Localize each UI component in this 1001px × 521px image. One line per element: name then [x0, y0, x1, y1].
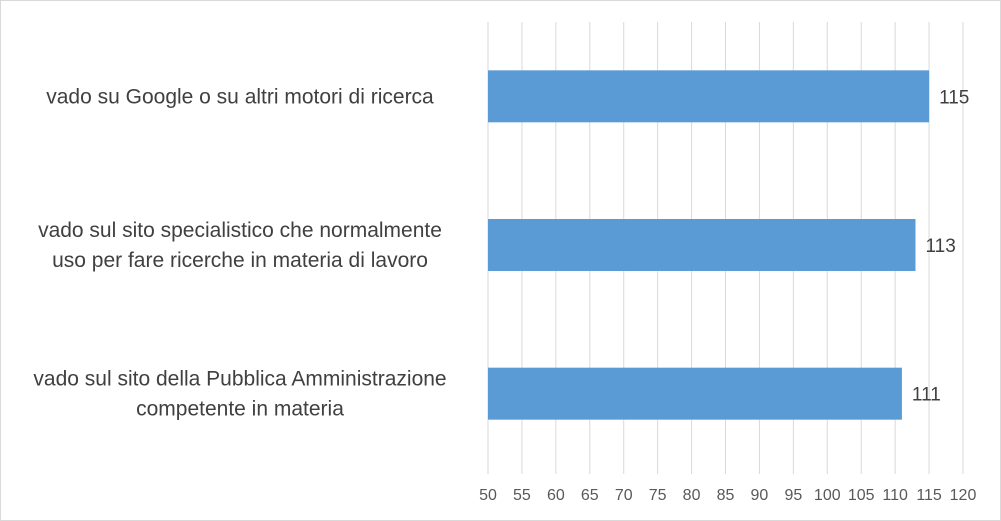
x-tick-label: 70 [615, 487, 633, 504]
x-tick-label: 120 [950, 487, 977, 504]
x-tick-label: 50 [479, 487, 497, 504]
category-label: vado su Google o su altri motori di rice… [46, 85, 434, 108]
x-tick-label: 65 [581, 487, 599, 504]
x-tick-label: 95 [784, 487, 802, 504]
bar [488, 70, 930, 123]
x-tick-label: 115 [916, 487, 942, 504]
x-tick-label: 100 [814, 487, 841, 504]
x-tick-label: 55 [513, 487, 531, 504]
x-tick-label: 60 [547, 487, 565, 504]
bar [488, 219, 916, 271]
x-tick-label: 105 [848, 487, 875, 504]
x-tick-label: 110 [882, 487, 908, 504]
x-tick-label: 80 [683, 487, 701, 504]
data-label: 115 [939, 87, 969, 108]
bar [488, 367, 902, 420]
category-label: vado sul sito specialistico che normalme… [38, 219, 442, 242]
data-label: 113 [926, 236, 956, 257]
category-label: uso per fare ricerche in materia di lavo… [52, 249, 428, 272]
category-label: competente in materia [136, 398, 344, 421]
category-label: vado sul sito della Pubblica Amministraz… [33, 368, 446, 391]
x-tick-label: 90 [751, 487, 769, 504]
data-label: 111 [912, 385, 941, 406]
x-tick-label: 85 [717, 487, 735, 504]
x-tick-label: 75 [649, 487, 667, 504]
